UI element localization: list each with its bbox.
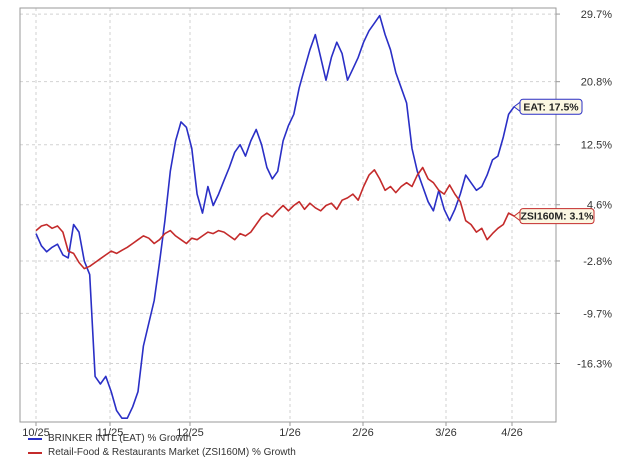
y-tick-label: -9.7%: [583, 308, 612, 320]
end-labels: EAT: 17.5% ZSI160M: 3.1%: [513, 98, 595, 225]
series: [35, 14, 515, 419]
x-tick-label: 10/25: [22, 427, 50, 439]
end-label-zsi160m: ZSI160M: 3.1%: [521, 211, 595, 223]
end-label-pointer-eat: [513, 101, 521, 113]
x-tick-label: 11/25: [97, 427, 124, 439]
y-tick-label: -16.3%: [577, 359, 612, 371]
x-tick-label: 2/26: [352, 427, 373, 439]
legend-label-zsi160m: Retail-Food & Restaurants Market (ZSI160…: [48, 447, 296, 458]
legend-label-eat: BRINKER INTL (EAT) % Growth: [48, 433, 192, 444]
x-tick-label: 1/26: [279, 427, 300, 439]
legend-swatch-eat: [28, 438, 42, 440]
x-tick-label: 4/26: [501, 427, 522, 439]
y-tick-label: 29.7%: [581, 9, 612, 21]
y-tick-label: -2.8%: [583, 256, 612, 268]
plot-frame: [19, 7, 557, 423]
x-axis: 10/25 11/25 12/25 1/26 2/26 3/26 4/26: [22, 422, 523, 439]
series-line-zsi160m: [35, 166, 515, 270]
legend: BRINKER INTL (EAT) % Growth Retail-Food …: [28, 432, 296, 460]
legend-swatch-zsi160m: [28, 452, 42, 454]
legend-item-eat: BRINKER INTL (EAT) % Growth: [28, 432, 296, 446]
end-label-box-zsi160m: [519, 208, 595, 225]
end-label-pointer-zsi160m: [513, 210, 521, 222]
end-label-box-eat: [519, 98, 583, 115]
grid: [20, 8, 556, 422]
y-tick-label: 12.5%: [581, 140, 612, 152]
legend-item-zsi160m: Retail-Food & Restaurants Market (ZSI160…: [28, 446, 296, 460]
end-label-eat: EAT: 17.5%: [523, 101, 579, 113]
x-tick-label: 12/25: [176, 427, 204, 439]
series-line-eat: [35, 14, 515, 419]
y-axis: 29.7%20.8%12.5%4.6%-2.8%-9.7%-16.3%: [556, 9, 612, 371]
y-tick-label: 20.8%: [581, 77, 612, 89]
x-tick-label: 3/26: [435, 427, 456, 439]
